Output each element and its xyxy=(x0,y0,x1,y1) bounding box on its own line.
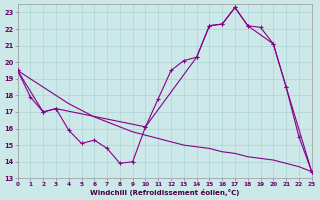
X-axis label: Windchill (Refroidissement éolien,°C): Windchill (Refroidissement éolien,°C) xyxy=(90,189,239,196)
